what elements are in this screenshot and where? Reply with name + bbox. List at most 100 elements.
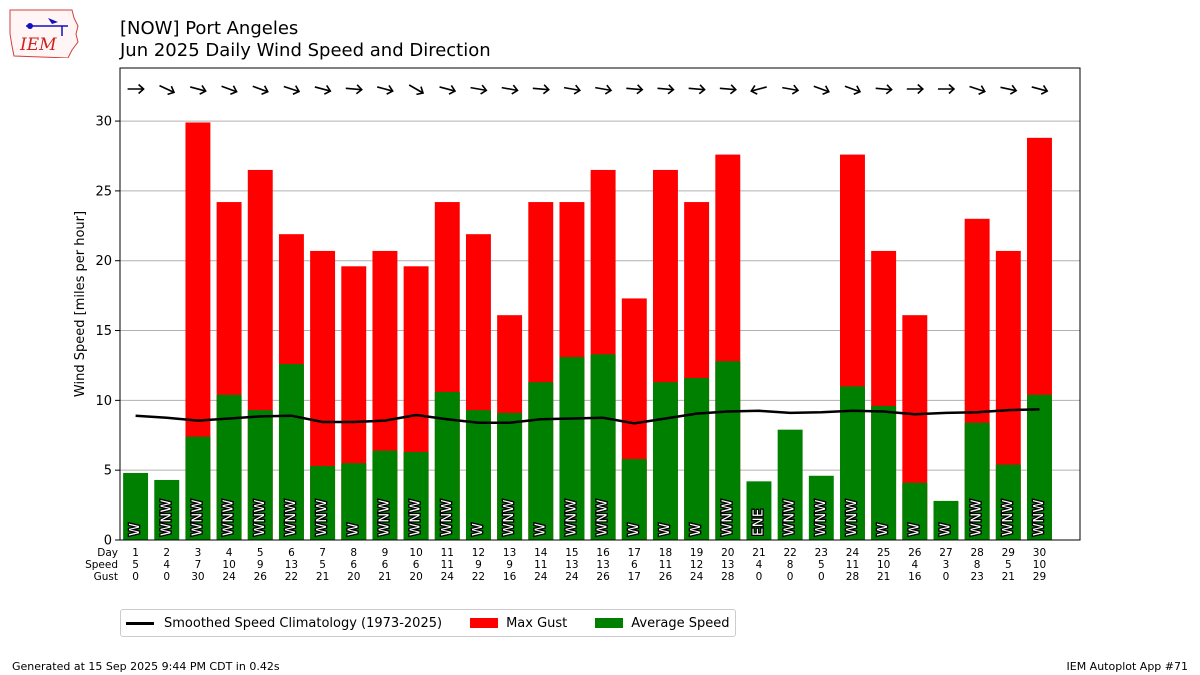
arrow-head	[480, 84, 488, 95]
day-value: 15	[565, 547, 578, 559]
legend-item-gust: Max Gust	[470, 616, 567, 631]
arrow-head	[885, 84, 893, 95]
gust-value: 0	[163, 571, 170, 583]
avg-speed-bar	[123, 472, 149, 540]
day-value: 24	[846, 547, 860, 559]
wind-direction-arrow	[813, 85, 830, 95]
arrow-head	[948, 83, 956, 95]
speed-value: 6	[413, 559, 420, 571]
gust-value: 17	[628, 571, 641, 583]
direction-label: WNW	[409, 499, 424, 536]
avg-speed-bar	[902, 482, 928, 540]
arrow-shaft	[719, 87, 736, 91]
arrow-head	[511, 84, 519, 95]
arrow-shaft	[657, 87, 674, 91]
arrow-head	[604, 84, 613, 95]
day-value: 28	[970, 547, 983, 559]
arrow-head	[822, 85, 830, 95]
speed-value: 11	[659, 559, 672, 571]
legend-label-average: Average Speed	[631, 615, 730, 631]
arrow-head	[386, 84, 394, 95]
direction-label: WNW	[190, 499, 205, 536]
gust-value: 21	[877, 571, 890, 583]
gust-value: 22	[472, 571, 485, 583]
avg-speed-bar	[1027, 394, 1052, 540]
wind-direction-arrow	[750, 84, 767, 95]
speed-value: 13	[721, 559, 734, 571]
day-value: 14	[534, 547, 548, 559]
wind-direction-arrow	[532, 84, 550, 95]
avg-speed-bar	[341, 463, 367, 540]
plot-frame	[119, 67, 1081, 541]
direction-label: W	[533, 523, 548, 536]
direction-label: WNW	[845, 499, 860, 536]
gust-value: 21	[378, 571, 391, 583]
arrow-head	[573, 84, 582, 95]
direction-label: WNW	[502, 499, 517, 536]
bars: W WNW WNW WNW WNW WNW WNW W WNW WNW WNW W WNW W WNW WNW…	[123, 122, 1052, 540]
arrow-head	[853, 85, 862, 95]
wind-direction-arrow	[127, 83, 145, 95]
day-value: 19	[690, 547, 703, 559]
direction-label: WNW	[1001, 499, 1016, 536]
avg-speed-bar	[310, 465, 336, 540]
arrow-shaft	[813, 85, 830, 93]
arrow-head	[1009, 84, 1018, 95]
arrow-head	[698, 84, 706, 95]
gust-value: 29	[1033, 571, 1046, 583]
day-value: 4	[226, 547, 233, 559]
avg-speed-bar	[278, 364, 304, 540]
direction-label: WNW	[1032, 499, 1047, 536]
speed-value: 6	[382, 559, 389, 571]
direction-arrows	[127, 83, 1049, 96]
day-value: 27	[939, 547, 952, 559]
direction-label: W	[689, 523, 704, 536]
arrow-shaft	[189, 86, 206, 92]
day-value: 18	[659, 547, 672, 559]
avg-speed-bar	[434, 391, 460, 540]
day-value: 17	[628, 547, 641, 559]
y-tick-label: 10	[95, 394, 112, 409]
avg-speed-bar	[684, 378, 710, 540]
day-value: 30	[1033, 547, 1046, 559]
day-value: 2	[163, 547, 170, 559]
speed-value: 11	[441, 559, 454, 571]
climatology-layer	[135, 408, 1040, 425]
wind-direction-arrow	[563, 84, 582, 95]
avg-speed-bar	[590, 354, 616, 540]
wind-direction-arrow	[221, 85, 238, 95]
direction-label: W	[471, 523, 486, 536]
day-value: 22	[783, 547, 796, 559]
gust-value: 24	[534, 571, 548, 583]
speed-value: 4	[911, 559, 918, 571]
wind-direction-arrow	[719, 84, 737, 95]
speed-value: 5	[132, 559, 139, 571]
row-label: Gust	[94, 571, 118, 583]
avg-speed-bar	[808, 475, 834, 540]
arrow-shaft	[501, 86, 518, 92]
app-identifier: IEM Autoplot App #71	[1066, 660, 1189, 673]
wind-direction-arrow	[657, 84, 675, 95]
arrow-head	[167, 85, 176, 96]
gust-value: 0	[943, 571, 950, 583]
arrow-shaft	[782, 86, 799, 92]
direction-label: WNW	[159, 499, 174, 536]
wind-direction-arrow	[314, 84, 332, 95]
wind-direction-arrow	[626, 84, 644, 95]
direction-label: W	[346, 523, 361, 536]
arrow-shaft	[408, 84, 424, 94]
speed-value: 7	[195, 559, 202, 571]
day-value: 21	[752, 547, 765, 559]
speed-value: 6	[350, 559, 357, 571]
arrow-shaft	[688, 87, 705, 91]
avg-speed-bar	[652, 382, 678, 540]
gust-value: 16	[908, 571, 922, 583]
direction-label: W	[938, 523, 953, 536]
speed-value: 6	[631, 559, 638, 571]
speed-value: 10	[222, 559, 235, 571]
iowa-outline-icon	[9, 9, 79, 58]
wind-direction-arrow	[844, 85, 862, 95]
arrow-head	[199, 84, 207, 95]
arrow-head	[978, 85, 986, 95]
